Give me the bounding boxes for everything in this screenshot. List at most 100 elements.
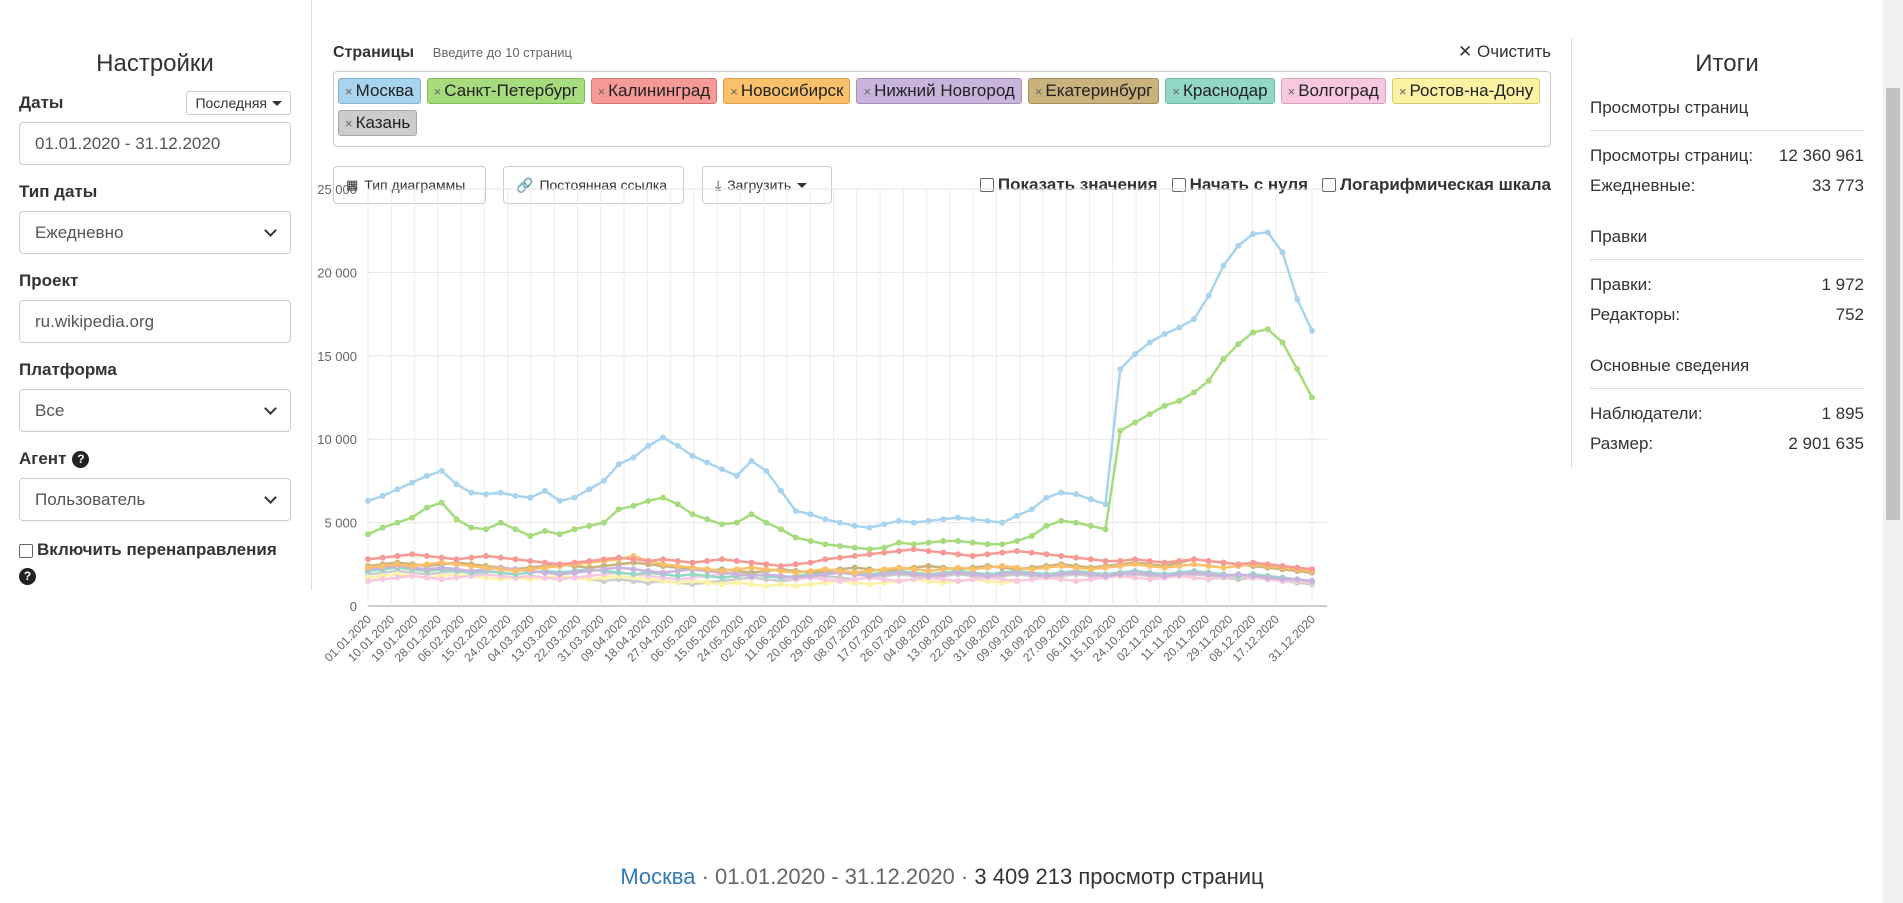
data-point[interactable] (763, 467, 770, 474)
data-point[interactable] (999, 576, 1006, 583)
data-point[interactable] (704, 557, 711, 564)
data-point[interactable] (792, 582, 799, 589)
data-point[interactable] (792, 507, 799, 514)
pages-input[interactable]: × Москва × Санкт-Петербург × Калининград × Ново… (333, 71, 1551, 147)
agent-select[interactable]: Пользователь (19, 478, 291, 521)
page-chip[interactable]: × Москва (338, 78, 421, 104)
footer-page-link[interactable]: Москва (620, 864, 696, 889)
data-point[interactable] (379, 562, 386, 569)
data-point[interactable] (1220, 572, 1227, 579)
data-point[interactable] (571, 574, 578, 581)
data-point[interactable] (807, 559, 814, 566)
series-line[interactable] (367, 231, 1314, 529)
data-point[interactable] (778, 526, 784, 533)
data-point[interactable] (601, 556, 607, 563)
remove-chip-icon[interactable]: × (433, 83, 442, 99)
data-point[interactable] (674, 562, 681, 569)
data-point[interactable] (851, 544, 858, 551)
data-point[interactable] (733, 571, 740, 578)
data-point[interactable] (1161, 572, 1168, 579)
data-point[interactable] (910, 519, 917, 526)
data-point[interactable] (468, 489, 475, 496)
data-point[interactable] (453, 481, 460, 488)
data-point[interactable] (910, 571, 917, 578)
remove-chip-icon[interactable]: × (730, 83, 738, 99)
data-point[interactable] (1205, 377, 1212, 384)
page-chip[interactable]: × Калининград (590, 78, 718, 104)
data-point[interactable] (837, 519, 843, 526)
data-point[interactable] (822, 556, 829, 563)
data-point[interactable] (601, 519, 607, 526)
data-point[interactable] (1146, 411, 1153, 418)
data-point[interactable] (630, 502, 637, 509)
data-point[interactable] (1191, 389, 1197, 396)
data-point[interactable] (896, 564, 902, 571)
data-point[interactable] (660, 434, 666, 441)
data-point[interactable] (674, 501, 681, 508)
data-point[interactable] (1058, 571, 1065, 578)
data-point[interactable] (1235, 242, 1242, 249)
data-point[interactable] (1279, 339, 1286, 346)
data-point[interactable] (1014, 569, 1020, 576)
data-point[interactable] (379, 554, 386, 561)
data-point[interactable] (910, 541, 917, 548)
data-point[interactable] (763, 561, 770, 568)
data-point[interactable] (719, 581, 725, 588)
data-point[interactable] (866, 567, 873, 574)
data-point[interactable] (1161, 564, 1168, 571)
data-point[interactable] (910, 566, 917, 573)
data-point[interactable] (571, 569, 578, 576)
data-point[interactable] (1146, 562, 1153, 569)
data-point[interactable] (394, 561, 401, 568)
data-point[interactable] (601, 566, 607, 573)
data-point[interactable] (497, 566, 504, 573)
data-point[interactable] (1146, 557, 1153, 564)
data-point[interactable] (527, 566, 534, 573)
data-point[interactable] (866, 551, 873, 558)
data-point[interactable] (807, 567, 814, 574)
data-point[interactable] (866, 546, 873, 553)
data-point[interactable] (1176, 397, 1183, 404)
data-point[interactable] (733, 579, 740, 586)
data-point[interactable] (424, 504, 430, 511)
data-point[interactable] (438, 499, 445, 506)
data-point[interactable] (1043, 494, 1050, 501)
data-point[interactable] (822, 571, 829, 578)
data-point[interactable] (660, 569, 666, 576)
data-point[interactable] (955, 551, 961, 558)
data-point[interactable] (542, 564, 548, 571)
page-chip[interactable]: × Краснодар (1165, 78, 1275, 104)
dates-preset-dropdown[interactable]: Последняя (186, 91, 291, 115)
data-point[interactable] (969, 539, 976, 546)
data-point[interactable] (1073, 519, 1079, 526)
data-point[interactable] (556, 531, 563, 538)
data-point[interactable] (1028, 576, 1035, 583)
data-point[interactable] (733, 472, 740, 479)
data-point[interactable] (792, 561, 799, 568)
data-point[interactable] (1043, 522, 1050, 529)
data-point[interactable] (1191, 574, 1197, 581)
data-point[interactable] (925, 562, 932, 569)
data-point[interactable] (955, 569, 961, 576)
data-point[interactable] (571, 494, 578, 501)
data-point[interactable] (822, 566, 829, 573)
data-point[interactable] (1235, 571, 1242, 578)
page-scrollbar[interactable] (1883, 0, 1903, 903)
data-point[interactable] (969, 516, 976, 523)
data-point[interactable] (1250, 329, 1256, 336)
data-point[interactable] (556, 576, 563, 583)
data-point[interactable] (468, 524, 475, 531)
scrollbar-thumb[interactable] (1886, 88, 1900, 520)
page-chip[interactable]: × Волгоград (1280, 78, 1386, 104)
data-point[interactable] (424, 574, 430, 581)
data-point[interactable] (365, 577, 371, 584)
data-point[interactable] (542, 487, 548, 494)
data-point[interactable] (719, 466, 725, 473)
data-point[interactable] (704, 459, 711, 466)
data-point[interactable] (1117, 562, 1124, 569)
data-point[interactable] (837, 567, 843, 574)
data-point[interactable] (1014, 564, 1020, 571)
data-point[interactable] (851, 552, 858, 559)
data-point[interactable] (1191, 561, 1197, 568)
data-point[interactable] (955, 564, 961, 571)
